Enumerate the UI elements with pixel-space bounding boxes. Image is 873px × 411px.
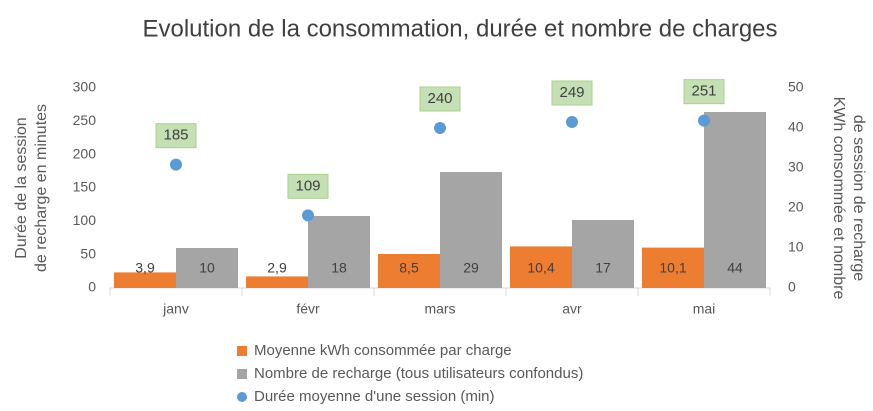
data-label: 10 [199,260,215,276]
y2-tick-label: 10 [788,239,804,255]
legend-marker [237,369,247,379]
bar [176,248,238,288]
legend-marker [237,392,247,402]
point [434,122,446,134]
x-tick-label: janv [162,301,189,317]
data-label-box [551,80,593,106]
y-tick-label: 250 [73,112,97,128]
y-tick-label: 100 [73,212,97,228]
bar [704,112,766,288]
point [170,158,182,171]
data-label: 185 [163,127,188,144]
data-label: 10,4 [527,260,554,276]
point [302,209,314,222]
bar [114,272,176,288]
y-axis-label: Durée de la session [13,117,30,258]
point [698,114,710,127]
data-label: 240 [427,90,452,107]
bar [572,220,634,288]
y2-tick-label: 40 [788,119,804,135]
legend-label: Durée moyenne d'une session (min) [254,388,494,405]
data-label-box [287,173,329,199]
data-label: 44 [727,260,743,276]
data-label: 29 [463,260,479,276]
x-tick-label: mai [693,301,716,317]
data-label: 2,9 [267,260,287,276]
y2-axis-label: KWh consommée et nombre [830,97,847,300]
y-axis-label: de recharge en minutes [33,104,50,272]
bar [246,276,308,288]
x-tick-label: févr [296,301,320,317]
data-label-box [683,79,725,105]
y-tick-label: 150 [73,179,97,195]
y2-tick-label: 20 [788,199,804,215]
data-label-box [155,123,197,149]
data-label: 8,5 [399,260,419,276]
y-tick-label: 0 [88,279,96,295]
x-tick-label: mars [424,301,455,317]
bar [510,246,572,288]
y-tick-label: 200 [73,145,97,161]
bar [308,216,370,288]
data-label: 109 [295,177,320,194]
bar [378,254,440,288]
bar [642,247,704,288]
y2-tick-label: 30 [788,159,804,175]
data-label: 3,9 [135,260,155,276]
data-label-box [419,86,461,112]
bar [440,172,502,288]
x-tick-label: avr [562,301,582,317]
data-label: 17 [595,260,611,276]
y2-axis-label: de session de recharge [850,115,867,281]
data-label: 249 [559,84,584,101]
legend-label: Moyenne kWh consommée par charge [254,342,512,359]
data-label: 251 [691,83,716,100]
point [566,116,578,128]
chart-title: Evolution de la consommation, durée et n… [142,15,777,42]
legend-marker [237,346,247,356]
y2-tick-label: 0 [788,279,796,295]
data-label: 18 [331,260,347,276]
y-tick-label: 300 [73,79,97,95]
y-tick-label: 50 [80,245,96,261]
y2-tick-label: 50 [788,79,804,95]
legend-label: Nombre de recharge (tous utilisateurs co… [254,365,583,382]
data-label: 10,1 [659,260,686,276]
